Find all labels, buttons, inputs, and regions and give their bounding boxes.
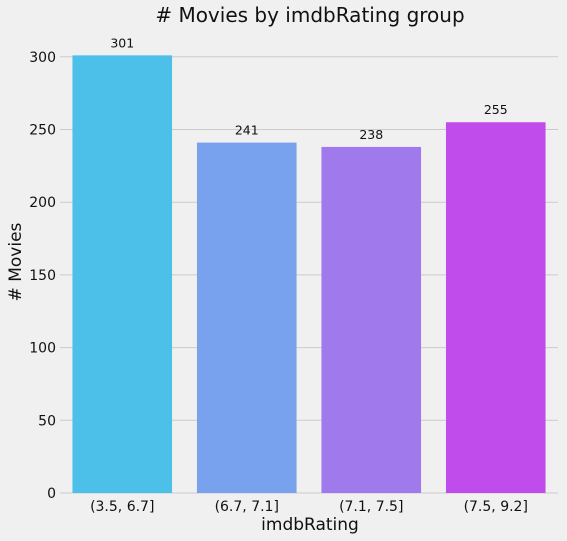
x-tick-label: (3.5, 6.7]: [90, 499, 154, 515]
y-tick-label: 300: [29, 50, 56, 66]
data-label: 255: [484, 102, 508, 117]
y-axis-label: # Movies: [6, 222, 26, 301]
bar: [445, 122, 546, 493]
chart-title: # Movies by imdbRating group: [155, 3, 464, 27]
bar: [321, 146, 422, 493]
y-tick-label: 100: [29, 341, 56, 357]
x-axis-label: imdbRating: [261, 515, 359, 535]
y-tick-labels: 0 50 100 150 200 250 300: [29, 50, 56, 502]
y-tick-label: 250: [29, 123, 56, 139]
bar: [72, 55, 173, 493]
x-tick-labels: (3.5, 6.7] (6.7, 7.1] (7.1, 7.5] (7.5, 9.2]: [90, 499, 528, 515]
bar-layer: [72, 55, 546, 494]
data-label: 301: [110, 35, 134, 50]
data-labels: 301 241 238 255: [110, 35, 507, 142]
y-tick-label: 0: [47, 486, 56, 502]
y-tick-label: 200: [29, 195, 56, 211]
x-tick-label: (7.5, 9.2]: [464, 499, 528, 515]
data-label: 238: [359, 127, 383, 142]
x-tick-label: (6.7, 7.1]: [215, 499, 279, 515]
data-label: 241: [235, 123, 259, 138]
x-tick-label: (7.1, 7.5]: [339, 499, 403, 515]
y-tick-label: 50: [38, 413, 56, 429]
bar: [196, 142, 297, 494]
y-tick-label: 150: [29, 268, 56, 284]
